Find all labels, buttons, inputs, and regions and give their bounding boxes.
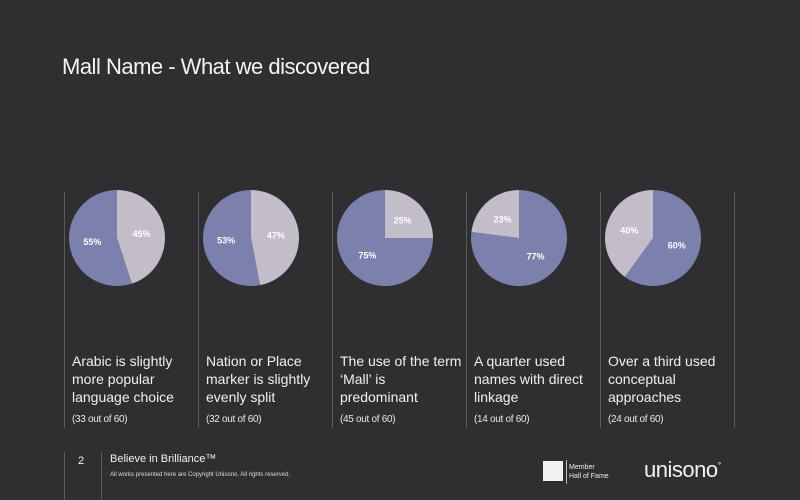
finding-column: 47% 53% Nation or Place marker is slightly… — [198, 190, 333, 428]
slice-label: 47% — [267, 231, 285, 241]
pie-slice — [203, 190, 260, 286]
slice-label: 40% — [620, 225, 638, 235]
footer-divider — [101, 452, 102, 500]
slice-label: 75% — [358, 251, 376, 261]
unisono-logo: unisono° — [644, 457, 721, 483]
finding-description: The use of the term ‘Mall’ is predominan… — [340, 353, 462, 405]
finding-column: 60% 40% Over a third used conceptual appro… — [600, 190, 735, 428]
slide-title: Mall Name - What we discovered — [62, 54, 370, 79]
slice-label: 45% — [133, 229, 151, 239]
page-number: 2 — [78, 455, 85, 467]
logo-text: unisono — [644, 457, 718, 482]
member-text: Member Hall of Fame — [569, 463, 609, 481]
rebrand-badge-logo — [543, 461, 563, 481]
finding-description: A quarter used names with direct linkage — [474, 353, 583, 405]
finding-column: 45% 55% Arabic is slightly more popular la… — [64, 190, 199, 428]
finding-column: 25% 75% The use of the term ‘Mall’ is pred… — [332, 190, 467, 428]
finding-description: Over a third used conceptual approaches — [608, 353, 716, 405]
pie-slice — [471, 190, 519, 238]
finding-column: 77% 23% A quarter used names with direct l… — [466, 190, 601, 428]
slice-label: 23% — [493, 214, 511, 224]
pie-slice — [605, 190, 653, 277]
finding-count: (33 out of 60) — [72, 414, 128, 425]
member-line: Member — [569, 464, 595, 471]
pie-slice — [117, 190, 165, 284]
pie-chart: 47% 53% — [203, 190, 299, 286]
pie-chart: 25% 75% — [337, 190, 433, 286]
copyright: All works presented here are Copyright U… — [110, 472, 291, 478]
finding-count: (32 out of 60) — [206, 414, 262, 425]
slice-label: 77% — [526, 252, 544, 262]
finding-count: (14 out of 60) — [474, 414, 530, 425]
pie-slice — [337, 190, 433, 286]
slice-label: 55% — [83, 237, 101, 247]
slice-label: 25% — [394, 215, 412, 225]
finding-count: (45 out of 60) — [340, 414, 396, 425]
pie-chart: 45% 55% — [68, 190, 165, 286]
slice-label: 53% — [217, 235, 235, 245]
pie-slice — [624, 190, 701, 286]
badge-divider — [566, 460, 567, 484]
tagline: Believe in Brilliance™ — [110, 453, 217, 465]
finding-description: Arabic is slightly more popular language… — [72, 353, 174, 405]
slice-label: 60% — [668, 241, 686, 251]
pie-chart: 77% 23% — [471, 190, 567, 286]
pie-slice — [251, 190, 299, 286]
pie-slice — [68, 190, 132, 286]
pie-slice — [385, 190, 433, 238]
member-line: Hall of Fame — [569, 473, 609, 480]
pie-chart: 60% 40% — [605, 190, 701, 286]
logo-mark: ° — [717, 460, 722, 471]
column-divider — [734, 192, 735, 428]
footer-divider — [64, 452, 65, 500]
finding-count: (24 out of 60) — [608, 414, 664, 425]
finding-description: Nation or Place marker is slightly evenl… — [206, 353, 311, 405]
